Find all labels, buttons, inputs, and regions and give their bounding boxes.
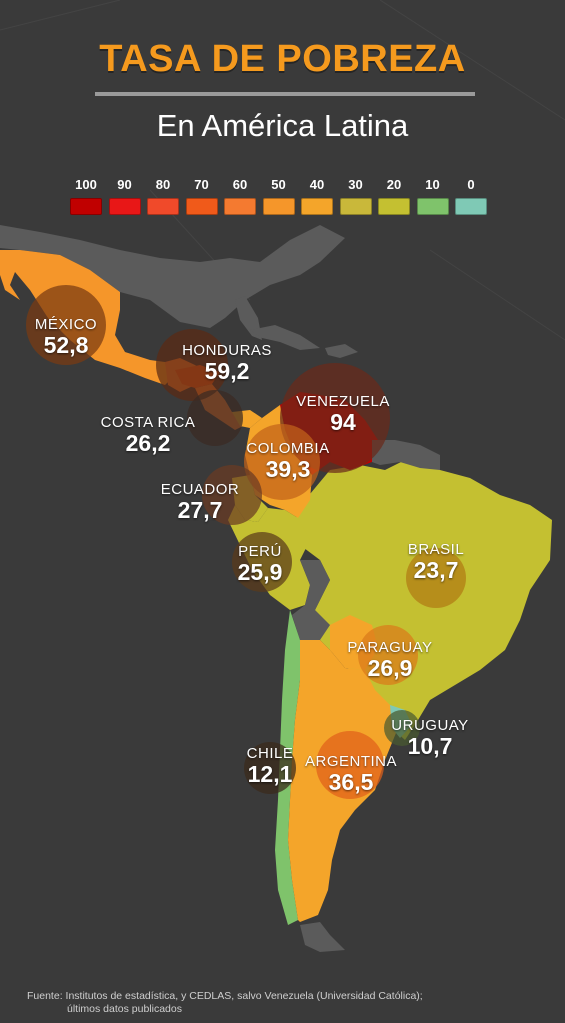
bubble-brasil xyxy=(406,548,466,608)
bubble-peru xyxy=(232,532,292,592)
north-america-land xyxy=(0,225,345,328)
legend-label: 100 xyxy=(75,177,97,192)
legend-item-80: 80 xyxy=(147,177,179,215)
legend-swatch xyxy=(455,198,487,215)
legend-swatch xyxy=(301,198,333,215)
source-line-2: últimos datos publicados xyxy=(67,1003,182,1015)
color-scale-legend: 100 90 80 70 60 50 40 30 20 10 0 xyxy=(70,177,490,217)
legend-label: 90 xyxy=(117,177,132,192)
legend-item-90: 90 xyxy=(108,177,141,215)
bubble-honduras xyxy=(156,329,228,401)
bubble-argentina xyxy=(316,731,384,799)
bubble-layer xyxy=(26,285,466,799)
legend-label: 20 xyxy=(386,177,402,192)
legend-swatch xyxy=(339,198,372,215)
source-line-1: Fuente: Institutos de estadística, y CED… xyxy=(27,990,423,1002)
legend-swatch xyxy=(70,198,102,215)
hispaniola-land xyxy=(325,344,358,358)
legend-item-20: 20 xyxy=(378,177,410,215)
legend-label: 60 xyxy=(232,177,248,192)
legend-swatch xyxy=(224,198,256,215)
legend-label: 10 xyxy=(425,177,440,192)
legend-item-10: 10 xyxy=(416,177,449,215)
guyanas-land xyxy=(372,440,440,470)
page-subtitle: En América Latina xyxy=(156,108,409,143)
bubble-colombia xyxy=(244,424,320,500)
legend-swatch xyxy=(262,198,295,215)
legend-label: 50 xyxy=(271,177,286,192)
legend-item-40: 40 xyxy=(301,177,333,215)
legend-swatch xyxy=(108,198,141,215)
legend-swatch xyxy=(185,198,218,215)
legend-item-100: 100 xyxy=(70,177,102,215)
legend-label: 30 xyxy=(348,177,363,192)
legend-label: 40 xyxy=(309,177,325,192)
legend-label: 0 xyxy=(467,177,475,192)
source-note: Fuente: Institutos de estadística, y CED… xyxy=(27,990,547,1016)
legend-item-30: 30 xyxy=(339,177,372,215)
tierra-del-fuego-land xyxy=(300,922,345,952)
legend-item-50: 50 xyxy=(262,177,295,215)
page-title: TASA DE POBREZA xyxy=(99,38,466,80)
bubble-mexico xyxy=(26,285,106,365)
cuba-land xyxy=(250,325,320,350)
bubble-costa-rica xyxy=(187,390,243,446)
title-divider xyxy=(95,92,475,96)
legend-label: 70 xyxy=(194,177,209,192)
legend-label: 80 xyxy=(155,177,171,192)
bubble-chile xyxy=(244,742,296,794)
bolivia-land xyxy=(292,560,330,640)
legend-item-70: 70 xyxy=(185,177,218,215)
bubble-ecuador xyxy=(202,465,262,525)
bubble-uruguay xyxy=(384,710,420,746)
legend-swatch xyxy=(378,198,410,215)
legend-item-0: 0 xyxy=(455,177,487,215)
legend-item-60: 60 xyxy=(224,177,256,215)
legend-swatch xyxy=(147,198,179,215)
bubble-paraguay xyxy=(358,625,418,685)
legend-swatch xyxy=(416,198,449,215)
